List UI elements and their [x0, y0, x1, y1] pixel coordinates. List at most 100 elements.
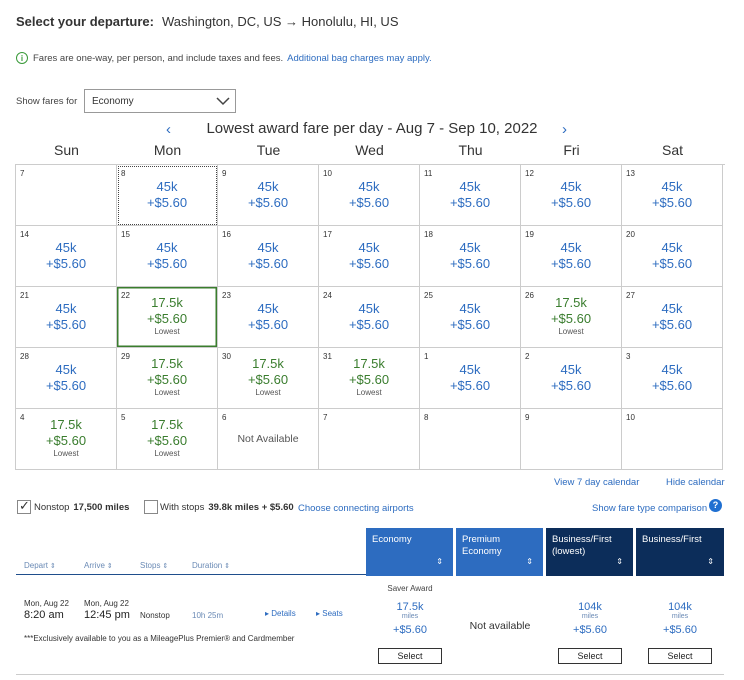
fare-info-text: Fares are one-way, per person, and inclu…: [33, 52, 284, 64]
depart-date: Mon, Aug 22: [24, 599, 69, 608]
calendar-day-cell[interactable]: 14 45k +$5.60: [16, 226, 117, 287]
view-7-day-link[interactable]: View 7 day calendar: [554, 477, 640, 488]
connecting-airports-link[interactable]: Choose connecting airports: [298, 503, 414, 514]
business-lowest-miles: 104k: [578, 601, 602, 613]
not-available-label: Not Available: [237, 433, 299, 445]
day-number: 8: [121, 169, 126, 178]
day-number: 26: [525, 291, 534, 300]
award-miles: 45k: [257, 179, 279, 194]
calendar-day-cell[interactable]: 17 45k +$5.60: [319, 226, 420, 287]
calendar-day-cell[interactable]: 10 45k +$5.60: [319, 165, 420, 226]
sort-stops[interactable]: Stops ⇕: [140, 561, 168, 570]
business-column-header[interactable]: Business/First ⇕: [636, 528, 724, 576]
calendar-day-cell[interactable]: 27 45k +$5.60: [622, 287, 723, 348]
sort-depart[interactable]: Depart ⇕: [24, 561, 56, 570]
prev-month-button[interactable]: ‹: [166, 121, 171, 138]
calendar-day-cell: 9: [521, 409, 622, 470]
select-business-lowest-button[interactable]: Select: [558, 648, 622, 664]
lowest-label: Lowest: [154, 388, 180, 397]
show-fares-label: Show fares for: [16, 96, 78, 107]
sort-arrive[interactable]: Arrive ⇕: [84, 561, 113, 570]
calendar-day-cell: 6 Not Available: [218, 409, 319, 470]
fare-comparison-link[interactable]: Show fare type comparison: [592, 503, 708, 514]
next-month-button[interactable]: ›: [562, 121, 567, 138]
calendar-day-cell[interactable]: 31 17.5k +$5.60 Lowest: [319, 348, 420, 409]
calendar-day-cell[interactable]: 29 17.5k +$5.60 Lowest: [117, 348, 218, 409]
day-number: 7: [20, 169, 25, 178]
award-fee: +$5.60: [146, 372, 188, 387]
day-number: 31: [323, 352, 332, 361]
business-lowest-miles-unit: miles: [581, 613, 599, 620]
calendar-day-cell[interactable]: 3 45k +$5.60: [622, 348, 723, 409]
calendar-day-cell[interactable]: 9 45k +$5.60: [218, 165, 319, 226]
award-fee: +$5.60: [45, 256, 87, 271]
business-fare: 104k miles +$5.60: [635, 601, 725, 636]
calendar-day-cell[interactable]: 22 17.5k +$5.60 Lowest: [117, 287, 218, 348]
lowest-label: Lowest: [356, 388, 382, 397]
calendar-day-cell[interactable]: 25 45k +$5.60: [420, 287, 521, 348]
calendar-day-cell[interactable]: 8 45k +$5.60: [117, 165, 218, 226]
day-number: 3: [626, 352, 631, 361]
calendar-day-cell[interactable]: 2 45k +$5.60: [521, 348, 622, 409]
calendar-day-cell[interactable]: 4 17.5k +$5.60 Lowest: [16, 409, 117, 470]
day-number: 9: [222, 169, 227, 178]
sort-arrive-label: Arrive: [84, 561, 105, 570]
award-fee: +$5.60: [146, 311, 188, 326]
nonstop-checkbox[interactable]: [17, 498, 31, 514]
calendar-day-cell[interactable]: 28 45k +$5.60: [16, 348, 117, 409]
premium-column-header[interactable]: Premium Economy ⇕: [456, 528, 543, 576]
with-stops-checkbox[interactable]: [144, 500, 158, 514]
calendar-day-cell[interactable]: 5 17.5k +$5.60 Lowest: [117, 409, 218, 470]
day-number: 14: [20, 230, 29, 239]
lowest-label: Lowest: [558, 327, 584, 336]
weekday-header: Mon: [153, 142, 182, 158]
calendar-day-cell[interactable]: 30 17.5k +$5.60 Lowest: [218, 348, 319, 409]
day-number: 22: [121, 291, 130, 300]
select-business-button[interactable]: Select: [648, 648, 712, 664]
calendar-day-cell[interactable]: 1 45k +$5.60: [420, 348, 521, 409]
calendar-day-cell[interactable]: 16 45k +$5.60: [218, 226, 319, 287]
award-fee: +$5.60: [449, 317, 491, 332]
award-miles: 17.5k: [151, 295, 183, 310]
award-fee: +$5.60: [146, 195, 188, 210]
calendar-day-cell[interactable]: 13 45k +$5.60: [622, 165, 723, 226]
lowest-label: Lowest: [255, 388, 281, 397]
bag-charges-link[interactable]: Additional bag charges may apply.: [287, 52, 432, 64]
nonstop-miles: 17,500 miles: [73, 502, 130, 513]
award-miles: 45k: [459, 362, 481, 377]
calendar-day-cell[interactable]: 19 45k +$5.60: [521, 226, 622, 287]
select-economy-button[interactable]: Select: [378, 648, 442, 664]
seats-link[interactable]: ▸ Seats: [316, 609, 343, 618]
calendar-day-cell[interactable]: 23 45k +$5.60: [218, 287, 319, 348]
day-number: 17: [323, 230, 332, 239]
help-icon[interactable]: ?: [709, 499, 722, 512]
depart-time: 8:20 am: [24, 609, 64, 621]
calendar-day-cell[interactable]: 18 45k +$5.60: [420, 226, 521, 287]
calendar-day-cell[interactable]: 11 45k +$5.60: [420, 165, 521, 226]
calendar-day-cell[interactable]: 26 17.5k +$5.60 Lowest: [521, 287, 622, 348]
calendar-day-cell[interactable]: 21 45k +$5.60: [16, 287, 117, 348]
award-miles: 17.5k: [151, 356, 183, 371]
hide-calendar-link[interactable]: Hide calendar: [666, 477, 725, 488]
cabin-select[interactable]: Economy: [84, 89, 236, 113]
business-miles: 104k: [668, 601, 692, 613]
business-lowest-column-header[interactable]: Business/First (lowest) ⇕: [546, 528, 633, 576]
calendar-day-cell[interactable]: 15 45k +$5.60: [117, 226, 218, 287]
award-fee: +$5.60: [348, 317, 390, 332]
sort-depart-label: Depart: [24, 561, 49, 570]
premier-note: ***Exclusively available to you as a Mil…: [24, 634, 295, 643]
day-number: 6: [222, 413, 227, 422]
calendar-day-cell[interactable]: 24 45k +$5.60: [319, 287, 420, 348]
calendar-day-cell[interactable]: 20 45k +$5.60: [622, 226, 723, 287]
economy-column-header[interactable]: Economy ⇕: [366, 528, 453, 576]
award-fee: +$5.60: [550, 311, 592, 326]
day-number: 23: [222, 291, 231, 300]
calendar-day-cell: 10: [622, 409, 723, 470]
day-number: 28: [20, 352, 29, 361]
day-number: 24: [323, 291, 332, 300]
row-divider: [16, 674, 724, 675]
sort-duration[interactable]: Duration ⇕: [192, 561, 230, 570]
details-link[interactable]: ▸ Details: [265, 609, 296, 618]
calendar-day-cell: 7: [319, 409, 420, 470]
calendar-day-cell[interactable]: 12 45k +$5.60: [521, 165, 622, 226]
